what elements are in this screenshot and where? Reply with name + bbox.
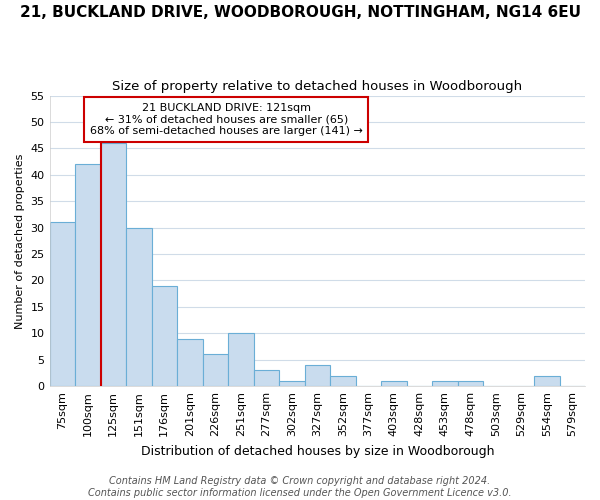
Bar <box>75 164 101 386</box>
Text: Contains HM Land Registry data © Crown copyright and database right 2024.
Contai: Contains HM Land Registry data © Crown c… <box>88 476 512 498</box>
Text: 21 BUCKLAND DRIVE: 121sqm
← 31% of detached houses are smaller (65)
68% of semi-: 21 BUCKLAND DRIVE: 121sqm ← 31% of detac… <box>90 103 362 136</box>
Bar <box>228 334 254 386</box>
X-axis label: Distribution of detached houses by size in Woodborough: Distribution of detached houses by size … <box>140 444 494 458</box>
Bar <box>254 370 279 386</box>
Bar <box>330 376 356 386</box>
Title: Size of property relative to detached houses in Woodborough: Size of property relative to detached ho… <box>112 80 523 93</box>
Bar <box>177 338 203 386</box>
Bar <box>203 354 228 386</box>
Bar <box>534 376 560 386</box>
Bar <box>458 381 483 386</box>
Bar <box>126 228 152 386</box>
Bar <box>381 381 407 386</box>
Bar <box>152 286 177 386</box>
Y-axis label: Number of detached properties: Number of detached properties <box>15 153 25 328</box>
Text: 21, BUCKLAND DRIVE, WOODBOROUGH, NOTTINGHAM, NG14 6EU: 21, BUCKLAND DRIVE, WOODBOROUGH, NOTTING… <box>19 5 581 20</box>
Bar <box>305 365 330 386</box>
Bar <box>101 143 126 386</box>
Bar <box>279 381 305 386</box>
Bar <box>432 381 458 386</box>
Bar <box>50 222 75 386</box>
